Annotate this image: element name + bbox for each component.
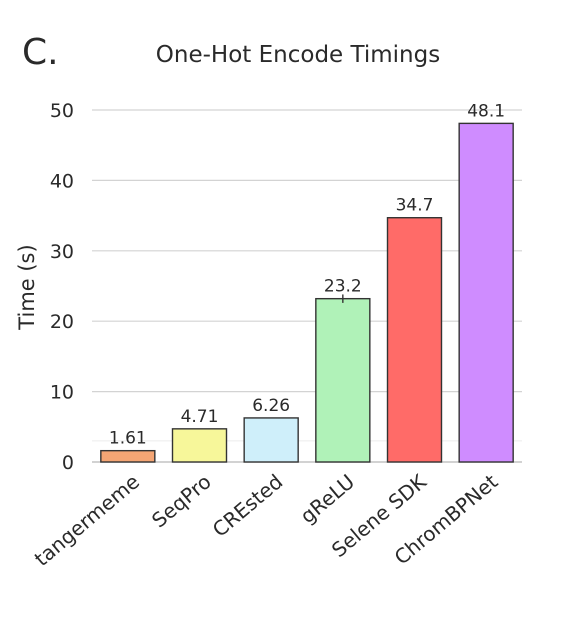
bar-chrombpnet bbox=[458, 122, 514, 463]
bar-tangermeme bbox=[100, 449, 156, 463]
grid-lines bbox=[92, 109, 522, 463]
bar-grelu bbox=[315, 297, 371, 463]
y-tick-label: 50 bbox=[50, 100, 74, 122]
value-label: 6.26 bbox=[252, 396, 290, 416]
value-label: 34.7 bbox=[396, 196, 434, 216]
bar-crested bbox=[243, 417, 299, 463]
value-label: 48.1 bbox=[467, 101, 505, 121]
y-tick-label: 20 bbox=[50, 311, 74, 333]
y-tick-label: 0 bbox=[62, 452, 74, 474]
bars bbox=[100, 122, 514, 463]
y-tick-label: 30 bbox=[50, 241, 74, 263]
x-tick-label: SeqPro bbox=[147, 469, 216, 532]
x-tick-label: CREsted bbox=[208, 469, 288, 541]
value-label: 1.61 bbox=[109, 429, 147, 449]
x-tick-label: gReLU bbox=[296, 469, 360, 528]
y-axis-label: Time (s) bbox=[15, 244, 39, 330]
chart-title: One-Hot Encode Timings bbox=[156, 42, 440, 68]
y-axis-ticks: 0 10 20 30 40 50 bbox=[50, 100, 74, 474]
bar-seqpro bbox=[171, 428, 228, 463]
x-tick-label: tangermeme bbox=[30, 469, 144, 570]
value-label: 4.71 bbox=[181, 407, 219, 427]
bar-selene-sdk bbox=[386, 217, 443, 463]
y-tick-label: 40 bbox=[50, 170, 74, 192]
value-labels: 1.61 4.71 6.26 23.2 34.7 48.1 bbox=[109, 101, 505, 448]
value-label: 23.2 bbox=[324, 277, 362, 297]
panel-label: C. bbox=[22, 32, 59, 73]
y-tick-label: 10 bbox=[50, 382, 74, 404]
